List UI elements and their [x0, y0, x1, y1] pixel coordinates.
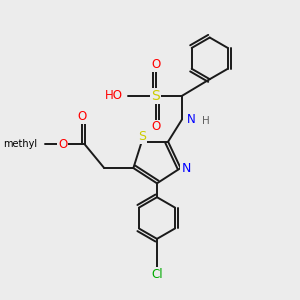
Text: methyl: methyl [3, 140, 38, 149]
Text: H: H [202, 116, 210, 126]
Text: O: O [58, 138, 67, 151]
Text: N: N [182, 162, 191, 175]
Text: HO: HO [105, 89, 123, 102]
Text: O: O [151, 121, 160, 134]
Text: N: N [187, 113, 196, 126]
Text: S: S [151, 89, 160, 103]
Text: O: O [151, 58, 160, 71]
Text: O: O [77, 110, 87, 123]
Text: S: S [138, 130, 146, 143]
Text: Cl: Cl [151, 268, 163, 281]
